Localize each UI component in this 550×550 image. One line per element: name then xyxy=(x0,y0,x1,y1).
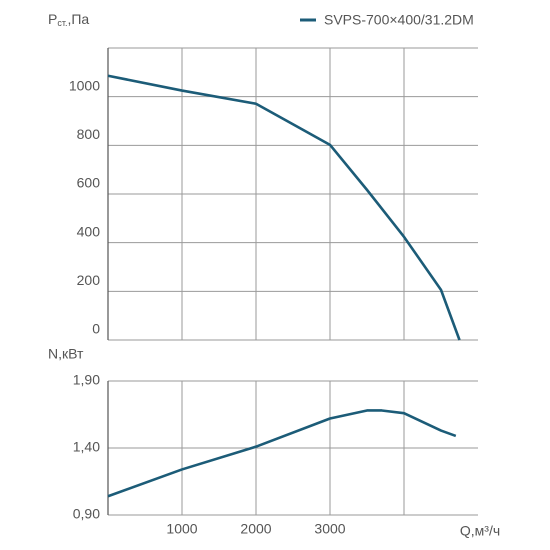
y-axis-label: Pст.,Па xyxy=(48,11,89,29)
y-tick-label: 1,40 xyxy=(73,439,100,455)
data-line xyxy=(107,409,457,498)
y-tick-label: 600 xyxy=(77,175,101,191)
x-axis-label: Q,м³/ч xyxy=(460,523,500,539)
y-tick-label: 1000 xyxy=(69,77,100,93)
x-tick-label: 1000 xyxy=(166,521,197,537)
y-tick-label: 200 xyxy=(77,272,101,288)
y-tick-label: 1,90 xyxy=(73,372,100,388)
y-tick-label: 0,90 xyxy=(73,506,100,522)
y-tick-label: 800 xyxy=(77,126,101,142)
legend-label: SVPS-700×400/31.2DM xyxy=(324,12,474,28)
x-tick-label: 2000 xyxy=(240,521,271,537)
x-tick-label: 3000 xyxy=(314,521,345,537)
y-tick-label: 0 xyxy=(92,321,100,337)
data-line xyxy=(107,74,461,341)
y-tick-label: 400 xyxy=(77,223,101,239)
y-axis-label: N,кВт xyxy=(48,346,84,362)
